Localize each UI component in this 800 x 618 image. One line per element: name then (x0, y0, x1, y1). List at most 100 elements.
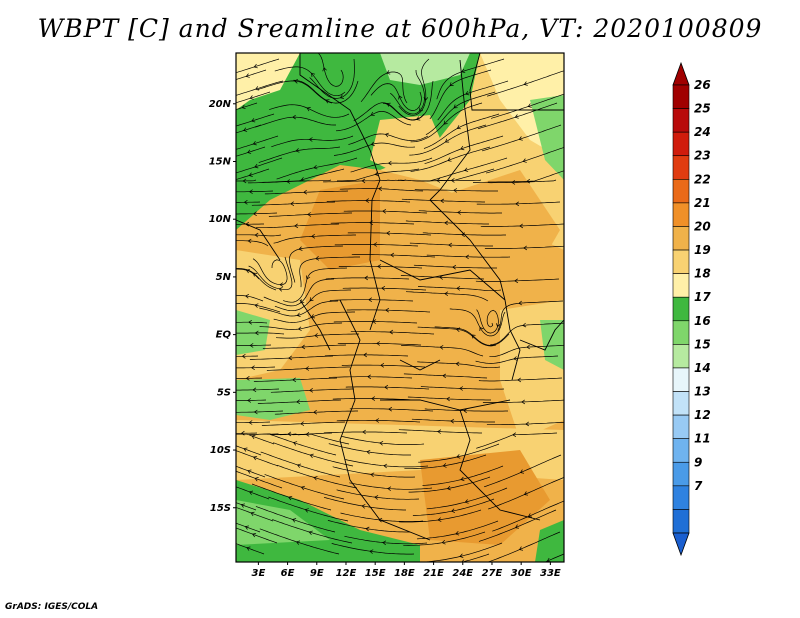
streamline-arrow (308, 530, 313, 536)
streamline-arrow (375, 418, 380, 423)
streamline-arrow (518, 546, 524, 551)
streamline (253, 377, 338, 382)
lat-tick-label: 10S (210, 445, 231, 456)
streamline-arrow (370, 141, 375, 147)
streamline-arrow (378, 517, 383, 523)
streamline-arrow (290, 201, 295, 206)
streamline (334, 244, 419, 247)
streamline (400, 275, 485, 280)
streamline-arrow (278, 287, 283, 292)
streamline-arrow (374, 171, 379, 177)
streamline (275, 333, 359, 339)
streamline (236, 268, 260, 280)
streamline (273, 311, 355, 323)
streamline (486, 70, 564, 97)
streamline (255, 223, 340, 229)
streamline-arrow (252, 140, 257, 146)
streamline (342, 287, 427, 291)
colorbar-label: 12 (694, 408, 711, 422)
streamline-arrow (374, 495, 379, 500)
streamline-arrow (370, 111, 375, 116)
streamline (325, 277, 410, 280)
streamline-arrow (250, 365, 255, 370)
streamline-arrow (523, 491, 529, 496)
streamline (274, 410, 358, 415)
streamline (343, 210, 428, 214)
streamline (236, 486, 270, 500)
streamline (236, 450, 279, 467)
streamline (326, 200, 411, 203)
streamline (478, 377, 563, 382)
streamline-arrow (286, 179, 291, 184)
lon-tick-label: 18E (394, 568, 415, 579)
colorbar-label: 7 (694, 479, 703, 493)
streamline (487, 531, 561, 562)
colorbar-high-arrow (672, 61, 690, 86)
streamline (255, 506, 336, 533)
streamline (399, 509, 482, 523)
streamline-arrow (298, 246, 303, 251)
streamline (251, 483, 332, 511)
streamline (236, 399, 267, 401)
streamline-arrow (384, 384, 389, 390)
streamline (273, 442, 354, 467)
streamline (236, 69, 267, 80)
streamline (475, 278, 560, 282)
streamline-arrow (313, 476, 318, 481)
streamline (339, 188, 424, 192)
colorbar-label: 17 (694, 290, 711, 304)
streamline-arrow (453, 104, 458, 109)
streamline-arrow (366, 449, 371, 455)
colorbar-label: 11 (694, 432, 711, 446)
streamline (323, 179, 407, 183)
colorbar: 26 25 24 23 22 21 20 19 18 17 16 15 14 13 12 11 9 7 (672, 61, 711, 557)
streamline (417, 520, 499, 540)
streamline-arrow (300, 421, 305, 426)
streamline-arrow (248, 420, 253, 425)
country-borders (236, 53, 564, 541)
streamline-arrow (245, 376, 250, 381)
streamline-arrow (416, 116, 421, 121)
lat-tick-label: 10N (209, 214, 232, 225)
streamline (487, 170, 564, 183)
streamline-arrow (386, 70, 391, 75)
streamline (475, 355, 559, 364)
streamline (236, 433, 275, 445)
streamline-arrow (254, 163, 259, 169)
latitude-axis: 20N 15N 10N 5N EQ 5S 10S 15S (209, 99, 236, 514)
streamline (236, 303, 281, 313)
streamline-arrow (388, 406, 393, 412)
lon-tick-label: 15E (365, 568, 386, 579)
streamline-arrow (439, 345, 444, 350)
streamline (236, 344, 272, 346)
streamline (350, 157, 433, 173)
streamline (426, 254, 511, 258)
streamline (327, 520, 410, 533)
streamline-arrow (297, 326, 302, 331)
streamline-arrow (314, 333, 319, 338)
streamline (263, 278, 335, 307)
streamline (236, 168, 270, 180)
streamline (403, 531, 486, 546)
streamline (236, 543, 265, 555)
colorbar-swatch (672, 249, 690, 274)
lat-tick-label: 5N (216, 272, 232, 283)
streamline-arrow (251, 118, 256, 123)
streamline (248, 256, 293, 291)
streamline (486, 421, 564, 426)
streamline (236, 321, 268, 324)
streamline (403, 373, 488, 379)
streamline (249, 355, 334, 360)
streamline (252, 258, 288, 286)
streamline-arrow (250, 511, 255, 517)
colorbar-label: 9 (694, 455, 702, 469)
streamline-arrow (440, 198, 445, 204)
streamline-arrow (455, 531, 460, 536)
streamline-arrow (523, 81, 528, 86)
streamline (259, 300, 339, 317)
streamline-arrow (300, 299, 305, 304)
streamline-arrow (311, 234, 316, 239)
streamline (251, 201, 336, 206)
streamline (409, 242, 493, 247)
streamline (476, 432, 558, 449)
